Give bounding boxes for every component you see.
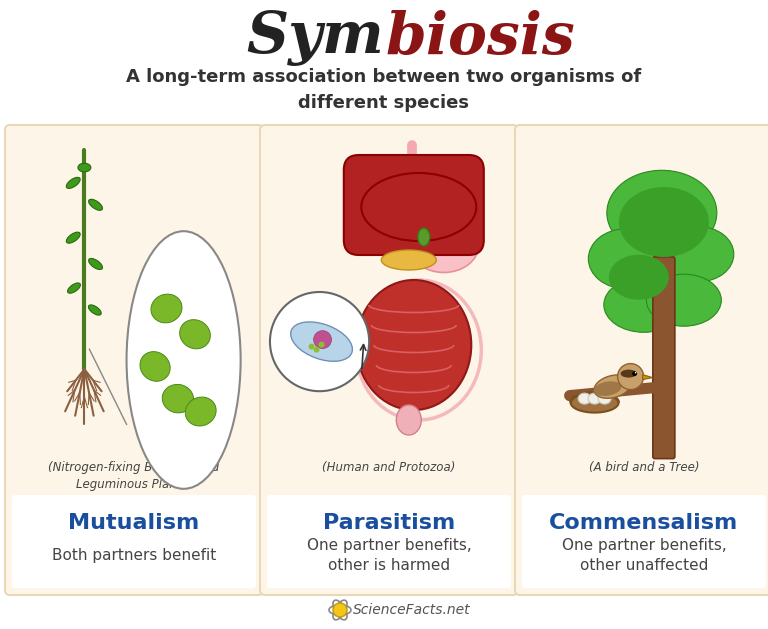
Ellipse shape [361,173,476,241]
Ellipse shape [578,393,591,404]
Ellipse shape [418,228,430,246]
Ellipse shape [180,320,210,349]
Ellipse shape [185,397,216,426]
Polygon shape [643,375,653,379]
FancyBboxPatch shape [344,155,484,255]
FancyBboxPatch shape [12,495,256,588]
Text: (A bird and a Tree): (A bird and a Tree) [589,461,699,474]
Ellipse shape [609,255,669,299]
FancyBboxPatch shape [260,125,518,595]
Ellipse shape [88,305,101,315]
Ellipse shape [588,229,664,289]
Circle shape [333,603,347,617]
Ellipse shape [66,232,80,243]
Ellipse shape [140,352,170,381]
Ellipse shape [356,280,472,410]
FancyBboxPatch shape [267,495,511,588]
Text: A long-term association between two organisms of
different species: A long-term association between two orga… [127,69,641,111]
Circle shape [313,331,332,348]
Ellipse shape [409,218,478,272]
FancyBboxPatch shape [5,125,263,595]
Circle shape [309,343,315,350]
Ellipse shape [162,384,194,413]
Ellipse shape [664,226,734,282]
Ellipse shape [594,381,621,396]
Text: One partner benefits,
other unaffected: One partner benefits, other unaffected [561,538,727,573]
Ellipse shape [588,393,601,404]
FancyBboxPatch shape [522,495,766,588]
Ellipse shape [78,163,91,172]
Circle shape [319,342,325,348]
Ellipse shape [598,393,611,404]
Text: Mutualism: Mutualism [68,513,200,533]
Ellipse shape [290,322,353,361]
Ellipse shape [88,199,102,210]
Ellipse shape [68,283,81,293]
Ellipse shape [151,294,182,323]
Text: Parasitism: Parasitism [323,513,455,533]
Text: Sym: Sym [247,10,384,66]
Text: Both partners benefit: Both partners benefit [52,548,216,563]
Ellipse shape [127,231,240,489]
Text: One partner benefits,
other is harmed: One partner benefits, other is harmed [306,538,472,573]
Ellipse shape [607,170,717,255]
Ellipse shape [571,392,618,413]
Text: Commensalism: Commensalism [549,513,739,533]
Ellipse shape [647,274,721,326]
Circle shape [270,292,369,391]
Ellipse shape [396,405,422,435]
Circle shape [632,371,637,376]
Text: (Nitrogen-fixing Bacteria and
Leguminous Plants): (Nitrogen-fixing Bacteria and Leguminous… [48,461,220,491]
Text: (Human and Protozoa): (Human and Protozoa) [323,461,455,474]
FancyBboxPatch shape [515,125,768,595]
Ellipse shape [619,187,709,257]
Ellipse shape [88,259,102,269]
Text: biosis: biosis [386,10,576,66]
FancyBboxPatch shape [653,257,675,459]
Ellipse shape [594,375,631,398]
Circle shape [313,347,319,353]
Circle shape [617,364,644,389]
Ellipse shape [66,177,80,189]
Ellipse shape [604,277,684,332]
Circle shape [635,372,637,374]
Ellipse shape [621,370,637,377]
Text: ScienceFacts.net: ScienceFacts.net [353,603,471,617]
Ellipse shape [381,250,436,270]
